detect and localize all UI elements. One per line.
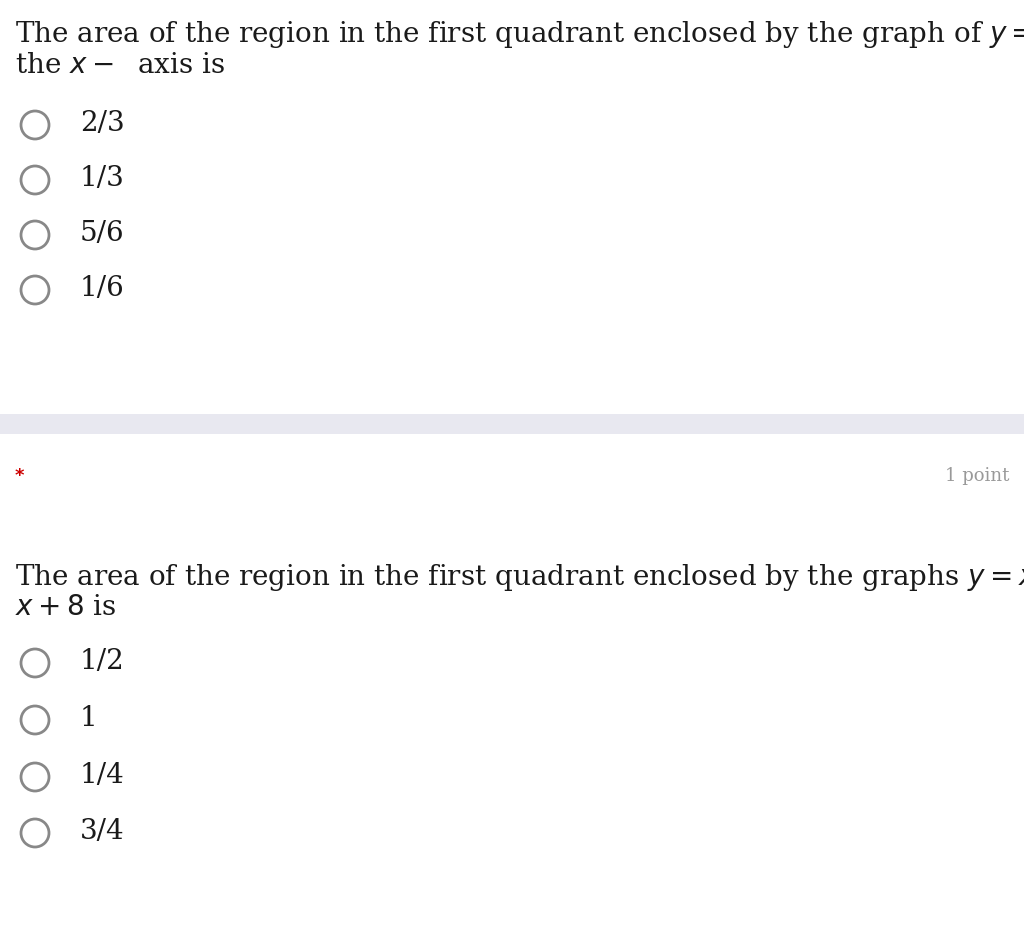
Text: 1/3: 1/3 [80, 165, 125, 192]
Text: 1: 1 [80, 704, 97, 731]
Text: 3/4: 3/4 [80, 817, 125, 844]
Text: The area of the region in the first quadrant enclosed by the graph of $y = x(1 -: The area of the region in the first quad… [15, 18, 1024, 50]
Text: 1/6: 1/6 [80, 274, 125, 301]
Text: the $x -$  axis is: the $x -$ axis is [15, 51, 225, 79]
Text: 5/6: 5/6 [80, 220, 125, 247]
Text: 1/4: 1/4 [80, 761, 125, 788]
Text: *: * [15, 466, 25, 485]
Text: 1/2: 1/2 [80, 648, 125, 674]
Text: 1 point: 1 point [944, 466, 1009, 485]
Text: The area of the region in the first quadrant enclosed by the graphs $y = x^3 + 8: The area of the region in the first quad… [15, 558, 1024, 593]
Text: $x + 8$ is: $x + 8$ is [15, 593, 117, 621]
Text: 2/3: 2/3 [80, 110, 125, 137]
Bar [0, 415, 1024, 434]
